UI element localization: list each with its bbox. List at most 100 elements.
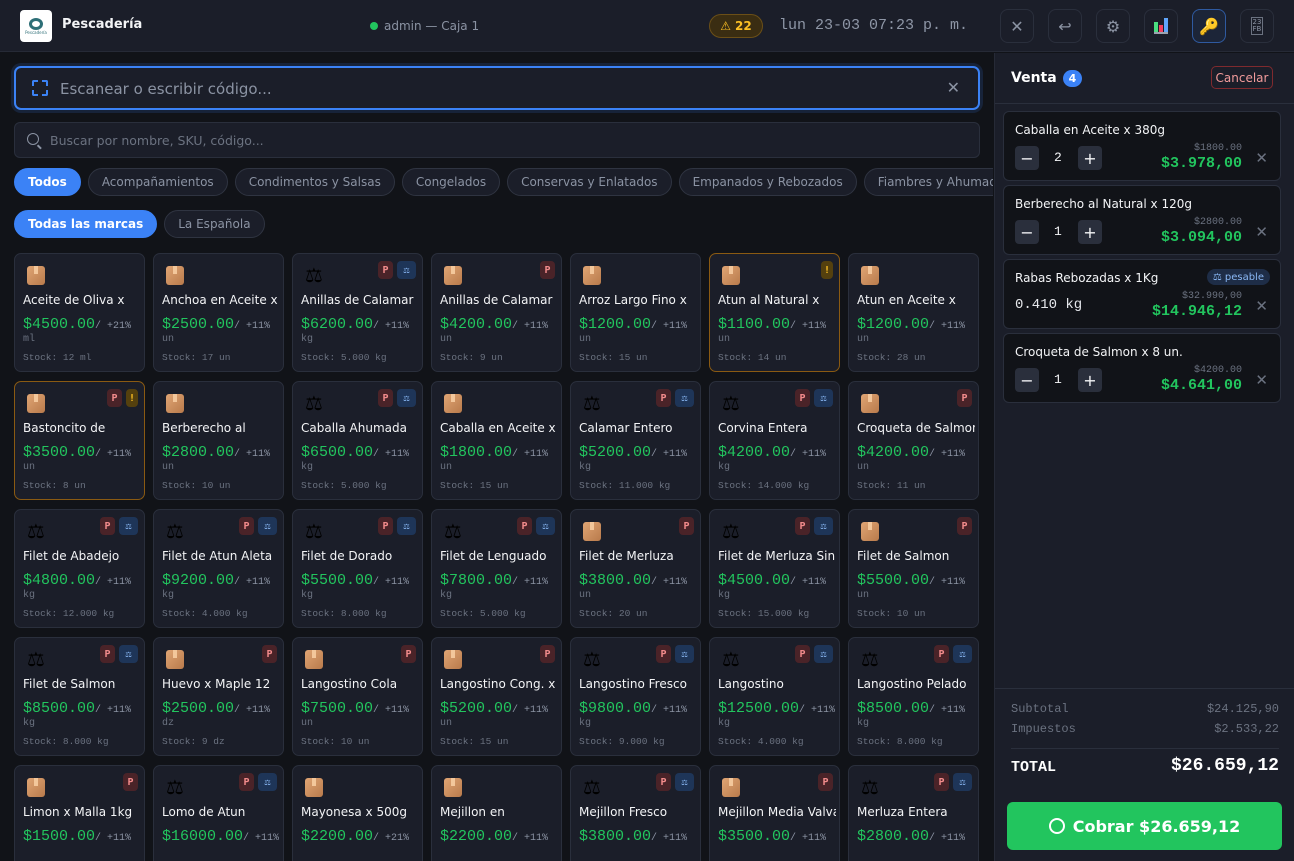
- decrease-button[interactable]: −: [1015, 146, 1039, 170]
- remove-icon[interactable]: ✕: [1255, 297, 1268, 315]
- category-acompanamientos[interactable]: Acompañamientos: [87, 168, 228, 196]
- quantity[interactable]: 2: [1054, 150, 1062, 165]
- cancel-button[interactable]: Cancelar: [1211, 66, 1273, 89]
- promo-badge-icon: P: [517, 517, 532, 535]
- product-price: $3500.00: [718, 828, 791, 845]
- product-card[interactable]: P Langostino Cola $7500.00/ +11% un Stock: 1…: [292, 637, 423, 756]
- settings-button[interactable]: ⚙: [1096, 9, 1130, 43]
- product-card[interactable]: ⚖ P ⚖ Caballa Ahumada $6500.00/ +11% kg Stock:…: [292, 381, 423, 500]
- box-shape: [861, 394, 879, 413]
- brand-la-espanola[interactable]: La Española: [164, 210, 265, 238]
- product-price: $5500.00: [857, 572, 930, 589]
- product-card[interactable]: Arroz Largo Fino x $1200.00/ +11% un Stock:…: [570, 253, 701, 372]
- product-card[interactable]: Atun en Aceite x $1200.00/ +11% un Stock: 2…: [848, 253, 979, 372]
- product-card[interactable]: P Anillas de Calamar $4200.00/ +11% un Stock…: [431, 253, 562, 372]
- warning-icon: ⚠: [720, 19, 732, 33]
- product-card[interactable]: P Filet de Salmon $5500.00/ +11% un Stock: 1…: [848, 509, 979, 628]
- promo-badge-icon: P: [656, 389, 671, 407]
- product-card[interactable]: P Limon x Malla 1kg $1500.00/ +11%: [14, 765, 145, 861]
- product-stock: Stock: 8 un: [23, 480, 86, 491]
- box-icon: [166, 393, 186, 413]
- product-card[interactable]: ⚖ P ⚖ Anillas de Calamar $6200.00/ +11% kg Sto…: [292, 253, 423, 372]
- product-card[interactable]: Mejillon en $2200.00/ +11%: [431, 765, 562, 861]
- product-card[interactable]: ⚖ P ⚖ Filet de Atun Aleta $9200.00/ +11% kg St…: [153, 509, 284, 628]
- product-price-row: $3500.00/ +11%: [718, 827, 826, 845]
- scale-icon: ⚖: [722, 649, 742, 669]
- product-name: Filet de Dorado: [301, 549, 393, 563]
- product-name: Langostino: [718, 677, 784, 691]
- product-unit: un: [579, 334, 592, 345]
- key-button[interactable]: 🔑: [1192, 9, 1226, 43]
- product-card[interactable]: P Mejillon Media Valva $3500.00/ +11%: [709, 765, 840, 861]
- product-card[interactable]: Aceite de Oliva x $4500.00/ +21% ml Stock: …: [14, 253, 145, 372]
- product-card[interactable]: ⚖ P ⚖ Mejillon Fresco $3800.00/ +11%: [570, 765, 701, 861]
- scale-icon: ⚖: [27, 521, 47, 541]
- product-tax: / +11%: [243, 833, 280, 844]
- product-price-row: $2200.00/ +21%: [301, 827, 409, 845]
- product-card[interactable]: P Langostino Cong. x $5200.00/ +11% un Stock…: [431, 637, 562, 756]
- product-badges: P: [540, 645, 555, 663]
- remove-icon[interactable]: ✕: [1255, 223, 1268, 241]
- decrease-button[interactable]: −: [1015, 220, 1039, 244]
- reports-button[interactable]: [1144, 9, 1178, 43]
- scale-icon: ⚖: [861, 649, 881, 669]
- product-card[interactable]: ⚖ P ⚖ Filet de Lenguado $7800.00/ +11% kg Stoc…: [431, 509, 562, 628]
- product-unit: kg: [440, 590, 453, 601]
- increase-button[interactable]: +: [1078, 368, 1102, 392]
- decrease-button[interactable]: −: [1015, 368, 1039, 392]
- alerts-button[interactable]: ⚠ 22: [709, 14, 763, 38]
- product-card[interactable]: P Filet de Merluza $3800.00/ +11% un Stock: …: [570, 509, 701, 628]
- product-card[interactable]: ! Atun al Natural x $1100.00/ +11% un Stock:…: [709, 253, 840, 372]
- remove-icon[interactable]: ✕: [1255, 149, 1268, 167]
- product-card[interactable]: ⚖ P ⚖ Filet de Dorado $5500.00/ +11% kg Stock:…: [292, 509, 423, 628]
- increase-button[interactable]: +: [1078, 220, 1102, 244]
- quantity[interactable]: 1: [1054, 372, 1062, 387]
- product-card[interactable]: P Croqueta de Salmon $4200.00/ +11% un Stock…: [848, 381, 979, 500]
- quantity[interactable]: 1: [1054, 224, 1062, 239]
- category-congelados[interactable]: Congelados: [401, 168, 501, 196]
- product-card[interactable]: P Huevo x Maple 12 $2500.00/ +11% dz Stock: …: [153, 637, 284, 756]
- product-card[interactable]: P! Bastoncito de $3500.00/ +11% un Stock: 8 …: [14, 381, 145, 500]
- category-fiambres[interactable]: Fiambres y Ahumados: [863, 168, 993, 196]
- product-card[interactable]: Mayonesa x 500g $2200.00/ +21%: [292, 765, 423, 861]
- product-card[interactable]: ⚖ P ⚖ Lomo de Atun $16000.00/ +11%: [153, 765, 284, 861]
- product-card[interactable]: ⚖ P ⚖ Filet de Merluza Sin $4500.00/ +11% kg S…: [709, 509, 840, 628]
- increase-button[interactable]: +: [1078, 146, 1102, 170]
- product-name: Filet de Lenguado: [440, 549, 547, 563]
- product-unit: un: [301, 718, 314, 729]
- category-todos[interactable]: Todos: [14, 168, 81, 196]
- pay-button[interactable]: Cobrar $26.659,12: [1007, 802, 1282, 850]
- product-badges: P ⚖: [795, 645, 833, 663]
- close-button[interactable]: ✕: [1000, 9, 1034, 43]
- barcode-input[interactable]: Escanear o escribir código... ✕: [14, 66, 980, 110]
- brand-all[interactable]: Todas las marcas: [14, 210, 158, 238]
- product-card[interactable]: ⚖ P ⚖ Corvina Entera $4200.00/ +11% kg Stock: …: [709, 381, 840, 500]
- product-price-row: $4200.00/ +11%: [440, 315, 548, 333]
- category-conservas[interactable]: Conservas y Enlatados: [507, 168, 672, 196]
- line-total: $4.641,00: [1160, 377, 1242, 394]
- return-button[interactable]: ↩: [1048, 9, 1082, 43]
- product-card[interactable]: ⚖ P ⚖ Merluza Entera $2800.00/ +11%: [848, 765, 979, 861]
- product-card[interactable]: ⚖ P ⚖ Langostino Fresco $9800.00/ +11% kg Stoc…: [570, 637, 701, 756]
- calendar-button[interactable]: 23 FB: [1240, 9, 1274, 43]
- weight[interactable]: 0.410 kg: [1015, 297, 1083, 313]
- product-unit: un: [440, 718, 453, 729]
- product-card[interactable]: Caballa en Aceite x $1800.00/ +11% un Stock…: [431, 381, 562, 500]
- category-empanados[interactable]: Empanados y Rebozados: [678, 168, 857, 196]
- product-card[interactable]: ⚖ P ⚖ Filet de Salmon $8500.00/ +11% kg Stock:…: [14, 637, 145, 756]
- remove-icon[interactable]: ✕: [1255, 371, 1268, 389]
- product-card[interactable]: ⚖ P ⚖ Filet de Abadejo $4800.00/ +11% kg Stock…: [14, 509, 145, 628]
- box-icon: [861, 521, 881, 541]
- clear-icon[interactable]: ✕: [946, 78, 960, 97]
- product-card[interactable]: Anchoa en Aceite x $2500.00/ +11% un Stock:…: [153, 253, 284, 372]
- product-price-row: $9800.00/ +11%: [579, 699, 687, 717]
- weighable-badge-icon: ⚖: [397, 389, 416, 407]
- product-tax: / +11%: [234, 321, 271, 332]
- product-card[interactable]: Berberecho al $2800.00/ +11% un Stock: 10 u…: [153, 381, 284, 500]
- product-name: Langostino Cola: [301, 677, 398, 691]
- product-card[interactable]: ⚖ P ⚖ Langostino $12500.00/ +11% kg Stock: 4.0…: [709, 637, 840, 756]
- category-condimentos[interactable]: Condimentos y Salsas: [234, 168, 395, 196]
- product-card[interactable]: ⚖ P ⚖ Langostino Pelado $8500.00/ +11% kg Stoc…: [848, 637, 979, 756]
- search-input[interactable]: Buscar por nombre, SKU, código...: [14, 122, 980, 158]
- product-card[interactable]: ⚖ P ⚖ Calamar Entero $5200.00/ +11% kg Stock: …: [570, 381, 701, 500]
